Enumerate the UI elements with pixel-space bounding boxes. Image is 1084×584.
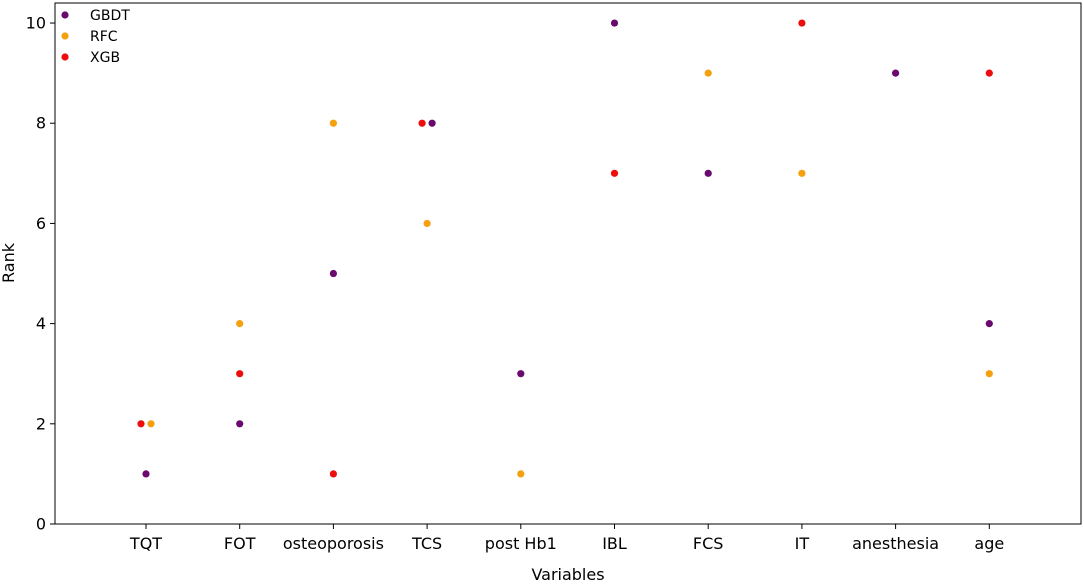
data-point-xgb — [137, 420, 145, 428]
data-point-rfc — [517, 470, 525, 478]
plot-frame — [54, 2, 1082, 525]
y-tick-label: 6 — [36, 214, 46, 233]
data-point-rfc — [798, 169, 806, 177]
data-point-gbdt — [329, 269, 337, 278]
data-point-rfc — [147, 420, 155, 428]
legend-label-xgb: XGB — [90, 50, 120, 66]
y-axis-title: Rank — [0, 242, 18, 283]
x-tick-label: post Hb1 — [485, 534, 557, 553]
legend-label-gbdt: GBDT — [90, 8, 130, 24]
x-tick-label: FCS — [693, 534, 724, 553]
data-point-xgb — [329, 470, 337, 478]
x-tick-label: FOT — [224, 534, 256, 553]
data-point-xgb — [418, 119, 426, 127]
y-tick-label: 4 — [36, 314, 46, 333]
y-axis-ticks: 0 2 4 6 8 10 — [26, 14, 55, 534]
data-point-xgb — [610, 169, 619, 177]
data-point-gbdt — [517, 370, 525, 378]
data-points — [137, 19, 993, 478]
data-point-gbdt — [236, 420, 244, 428]
y-tick-label: 8 — [36, 114, 46, 133]
legend: GBDT RFC XGB — [61, 8, 130, 66]
data-point-gbdt — [428, 119, 436, 127]
x-tick-label: IBL — [602, 534, 627, 553]
x-tick-label: TQT — [129, 534, 162, 553]
x-tick-label: anesthesia — [852, 534, 939, 553]
x-axis-ticks: TQT FOT osteoporosis TCS post Hb1 IBL FCS IT ane… — [129, 524, 1004, 553]
data-point-rfc — [985, 370, 993, 378]
data-point-xgb — [985, 69, 993, 77]
data-point-gbdt — [985, 320, 993, 328]
y-tick-label: 2 — [36, 414, 46, 433]
y-tick-label: 10 — [26, 14, 46, 33]
data-point-rfc — [423, 219, 431, 228]
data-point-xgb — [798, 19, 806, 27]
legend-marker-gbdt — [61, 11, 69, 19]
legend-marker-xgb — [61, 53, 69, 61]
x-tick-label: TCS — [411, 534, 442, 553]
x-tick-label: osteoporosis — [283, 534, 384, 553]
data-point-gbdt — [142, 470, 150, 478]
data-point-gbdt — [892, 69, 900, 77]
legend-marker-rfc — [61, 32, 69, 40]
x-tick-label: age — [974, 534, 1004, 553]
x-tick-label: IT — [795, 534, 810, 553]
legend-label-rfc: RFC — [90, 29, 118, 45]
data-point-gbdt — [704, 169, 712, 177]
data-point-gbdt — [610, 19, 619, 27]
x-axis-title: Variables — [531, 565, 604, 584]
y-tick-label: 0 — [36, 515, 46, 534]
data-point-rfc — [329, 119, 337, 127]
data-point-rfc — [704, 69, 712, 77]
data-point-xgb — [236, 370, 244, 378]
data-point-rfc — [236, 320, 244, 328]
